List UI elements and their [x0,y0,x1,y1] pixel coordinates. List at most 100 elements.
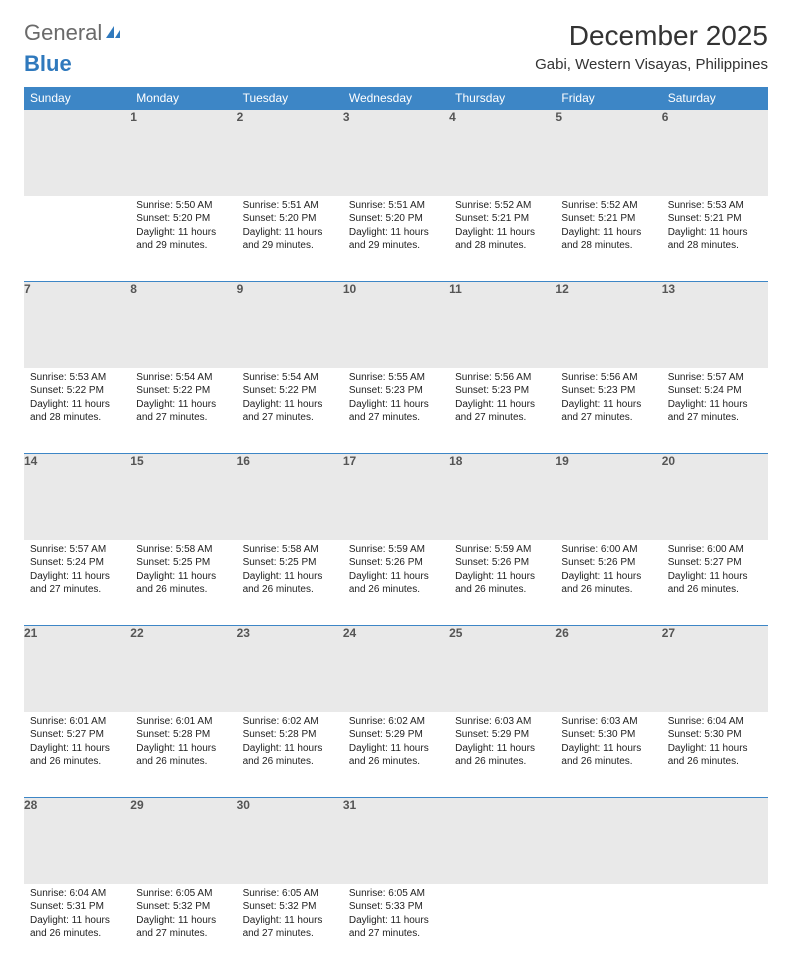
day-body: Sunrise: 5:59 AMSunset: 5:26 PMDaylight:… [449,540,555,603]
daylight-line: Daylight: 11 hours and 26 minutes. [349,570,443,597]
brand-part2: Blue [24,51,72,76]
day-number-cell: 25 [449,626,555,712]
sunset-line: Sunset: 5:30 PM [561,728,655,742]
day-body: Sunrise: 6:05 AMSunset: 5:32 PMDaylight:… [237,884,343,947]
day-body: Sunrise: 5:52 AMSunset: 5:21 PMDaylight:… [449,196,555,259]
day-cell: Sunrise: 5:50 AMSunset: 5:20 PMDaylight:… [130,196,236,282]
day-cell [449,884,555,970]
sunrise-line: Sunrise: 6:00 AM [561,543,655,557]
daylight-line: Daylight: 11 hours and 28 minutes. [561,226,655,253]
day-body: Sunrise: 5:58 AMSunset: 5:25 PMDaylight:… [130,540,236,603]
day-body: Sunrise: 5:53 AMSunset: 5:22 PMDaylight:… [24,368,130,431]
sunrise-line: Sunrise: 5:55 AM [349,371,443,385]
sunrise-line: Sunrise: 5:59 AM [455,543,549,557]
day-number-cell: 24 [343,626,449,712]
day-number-cell: 6 [662,110,768,196]
day-body: Sunrise: 6:01 AMSunset: 5:27 PMDaylight:… [24,712,130,775]
daylight-line: Daylight: 11 hours and 27 minutes. [30,570,124,597]
daylight-line: Daylight: 11 hours and 27 minutes. [349,914,443,941]
sunrise-line: Sunrise: 5:53 AM [668,199,762,213]
sunset-line: Sunset: 5:32 PM [136,900,230,914]
day-number-cell: 7 [24,282,130,368]
sunset-line: Sunset: 5:21 PM [561,212,655,226]
sunrise-line: Sunrise: 6:05 AM [243,887,337,901]
day-number-cell: 23 [237,626,343,712]
daylight-line: Daylight: 11 hours and 26 minutes. [30,742,124,769]
sunrise-line: Sunrise: 5:57 AM [30,543,124,557]
sunset-line: Sunset: 5:29 PM [455,728,549,742]
day-body: Sunrise: 6:02 AMSunset: 5:29 PMDaylight:… [343,712,449,775]
daylight-line: Daylight: 11 hours and 29 minutes. [136,226,230,253]
daylight-line: Daylight: 11 hours and 26 minutes. [561,570,655,597]
day-cell [555,884,661,970]
sunset-line: Sunset: 5:32 PM [243,900,337,914]
brand-part1: General [24,20,102,46]
daylight-line: Daylight: 11 hours and 26 minutes. [243,742,337,769]
day-body: Sunrise: 6:04 AMSunset: 5:31 PMDaylight:… [24,884,130,947]
sunset-line: Sunset: 5:21 PM [668,212,762,226]
day-cell: Sunrise: 6:02 AMSunset: 5:29 PMDaylight:… [343,712,449,798]
day-number-cell: 1 [130,110,236,196]
sunrise-line: Sunrise: 6:03 AM [561,715,655,729]
day-cell [24,196,130,282]
sunset-line: Sunset: 5:28 PM [136,728,230,742]
daylight-line: Daylight: 11 hours and 27 minutes. [136,398,230,425]
day-number-cell: 26 [555,626,661,712]
location-text: Gabi, Western Visayas, Philippines [535,56,768,73]
weekday-header: Tuesday [237,87,343,110]
day-number-cell [555,798,661,884]
day-cell: Sunrise: 5:55 AMSunset: 5:23 PMDaylight:… [343,368,449,454]
day-number-cell: 15 [130,454,236,540]
day-cell: Sunrise: 6:03 AMSunset: 5:30 PMDaylight:… [555,712,661,798]
sunrise-line: Sunrise: 5:54 AM [243,371,337,385]
sunrise-line: Sunrise: 6:01 AM [136,715,230,729]
weekday-header: Monday [130,87,236,110]
day-number-cell: 11 [449,282,555,368]
sunrise-line: Sunrise: 5:54 AM [136,371,230,385]
sunrise-line: Sunrise: 5:50 AM [136,199,230,213]
day-body: Sunrise: 5:52 AMSunset: 5:21 PMDaylight:… [555,196,661,259]
day-body: Sunrise: 5:56 AMSunset: 5:23 PMDaylight:… [449,368,555,431]
day-cell: Sunrise: 5:58 AMSunset: 5:25 PMDaylight:… [237,540,343,626]
day-cell: Sunrise: 6:00 AMSunset: 5:26 PMDaylight:… [555,540,661,626]
day-number-cell: 12 [555,282,661,368]
sunset-line: Sunset: 5:26 PM [455,556,549,570]
day-body: Sunrise: 5:55 AMSunset: 5:23 PMDaylight:… [343,368,449,431]
daylight-line: Daylight: 11 hours and 27 minutes. [136,914,230,941]
day-cell: Sunrise: 6:05 AMSunset: 5:32 PMDaylight:… [237,884,343,970]
daylight-line: Daylight: 11 hours and 28 minutes. [455,226,549,253]
sunrise-line: Sunrise: 5:56 AM [561,371,655,385]
day-number-cell: 3 [343,110,449,196]
day-cell: Sunrise: 5:59 AMSunset: 5:26 PMDaylight:… [449,540,555,626]
daylight-line: Daylight: 11 hours and 29 minutes. [349,226,443,253]
sunset-line: Sunset: 5:27 PM [668,556,762,570]
day-number-cell: 8 [130,282,236,368]
day-body: Sunrise: 6:00 AMSunset: 5:26 PMDaylight:… [555,540,661,603]
day-body: Sunrise: 5:56 AMSunset: 5:23 PMDaylight:… [555,368,661,431]
day-body: Sunrise: 5:54 AMSunset: 5:22 PMDaylight:… [237,368,343,431]
day-body: Sunrise: 5:57 AMSunset: 5:24 PMDaylight:… [24,540,130,603]
day-number-cell: 16 [237,454,343,540]
daylight-line: Daylight: 11 hours and 26 minutes. [243,570,337,597]
weekday-header: Thursday [449,87,555,110]
daylight-line: Daylight: 11 hours and 28 minutes. [668,226,762,253]
day-number-cell: 17 [343,454,449,540]
day-number-cell: 22 [130,626,236,712]
day-cell: Sunrise: 6:02 AMSunset: 5:28 PMDaylight:… [237,712,343,798]
day-cell: Sunrise: 6:00 AMSunset: 5:27 PMDaylight:… [662,540,768,626]
day-body: Sunrise: 5:51 AMSunset: 5:20 PMDaylight:… [343,196,449,259]
sunrise-line: Sunrise: 5:51 AM [349,199,443,213]
day-body: Sunrise: 6:04 AMSunset: 5:30 PMDaylight:… [662,712,768,775]
day-number-cell: 20 [662,454,768,540]
day-number-cell [24,110,130,196]
sunrise-line: Sunrise: 5:53 AM [30,371,124,385]
sunrise-line: Sunrise: 5:56 AM [455,371,549,385]
day-body: Sunrise: 5:57 AMSunset: 5:24 PMDaylight:… [662,368,768,431]
day-body: Sunrise: 6:05 AMSunset: 5:32 PMDaylight:… [130,884,236,947]
sunrise-line: Sunrise: 6:00 AM [668,543,762,557]
daylight-line: Daylight: 11 hours and 26 minutes. [349,742,443,769]
day-cell: Sunrise: 5:58 AMSunset: 5:25 PMDaylight:… [130,540,236,626]
day-body: Sunrise: 5:53 AMSunset: 5:21 PMDaylight:… [662,196,768,259]
day-cell: Sunrise: 5:57 AMSunset: 5:24 PMDaylight:… [662,368,768,454]
day-body: Sunrise: 6:05 AMSunset: 5:33 PMDaylight:… [343,884,449,947]
